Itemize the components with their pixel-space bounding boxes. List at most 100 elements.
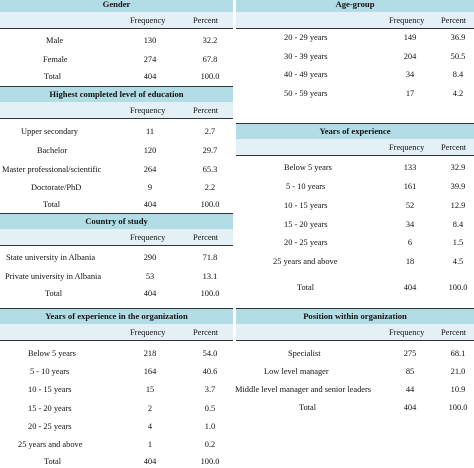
org-experience-row-frequency: 2 [147,404,153,413]
percent-header: Percent [193,328,219,337]
gender-col-header: Frequency Percent [0,12,233,29]
country-row-label: Private university in Albania [5,272,102,281]
education-row-label: Master professional/scientific [2,165,102,174]
org-experience-row-label: Below 5 years [28,349,76,358]
gender-row-percent: 100.0 [200,72,220,81]
org-experience-row-frequency: 218 [143,349,157,358]
years-experience-row-frequency: 6 [407,238,413,247]
education-row-label: Bachelor [37,146,68,155]
org-experience-total-label: Total [44,457,62,466]
country-row-percent: 71.8 [202,253,218,262]
years-experience-row-label: 5 - 10 years [286,182,326,191]
gender-total-label: Total [44,72,62,81]
percent-header: Percent [193,233,219,242]
country-row-label: State university in Albania [6,253,96,262]
org-experience-row-label: 10 - 15 years [28,385,72,394]
org-experience-row-percent: 100.0 [200,457,220,466]
education-row-frequency: 264 [143,165,157,174]
org-experience-row-frequency: 1 [147,440,153,449]
position-row-percent: 68.1 [450,349,466,358]
country-col-header: Frequency Percent [0,229,233,246]
age-group-row-frequency: 204 [403,52,417,61]
education-row-frequency: 11 [145,127,155,136]
org-experience-row-frequency: 4 [147,422,153,431]
country-row-frequency: 290 [143,253,157,262]
org-experience-row-label: 5 - 10 years [30,367,70,376]
years-experience-row-label: 25 years and above [273,257,338,266]
org-experience-row-percent: 54.0 [202,349,218,358]
years-experience-row-frequency: 52 [405,201,415,210]
org-experience-table: Years of experience in the organization … [0,308,233,466]
years-experience-row-frequency: 404 [403,283,417,292]
percent-header: Percent [441,143,467,152]
country-total-label: Total [45,289,63,298]
education-row-frequency: 9 [147,183,153,192]
education-title: Highest completed level of education [0,86,233,103]
percent-header: Percent [193,106,219,115]
gender-row-frequency: 404 [143,72,157,81]
years-experience-row-label: Below 5 years [284,163,332,172]
education-col-header: Frequency Percent [0,102,233,119]
age-group-row-label: 50 - 59 years [284,89,328,98]
position-row-percent: 100.0 [448,403,468,412]
org-experience-col-header: Frequency Percent [0,324,233,341]
years-experience-row-label: 20 - 25 years [284,238,328,247]
age-group-row-label: 40 - 49 years [284,70,328,79]
gender-row-percent: 32.2 [202,36,218,45]
position-row-frequency: 404 [403,403,417,412]
years-experience-row-frequency: 34 [405,220,415,229]
position-row-percent: 10.9 [450,385,466,394]
age-group-row-percent: 4.2 [452,89,464,98]
years-experience-row-label: 15 - 20 years [284,220,328,229]
age-group-row-frequency: 17 [405,89,415,98]
years-experience-row-percent: 8.4 [452,220,464,229]
percent-header: Percent [441,328,467,337]
frequency-header: Frequency [130,328,166,337]
age-group-row-percent: 8.4 [452,70,464,79]
position-row-label: Specialist [288,349,321,358]
education-row-frequency: 120 [143,146,157,155]
country-row-frequency: 53 [145,272,155,281]
position-total-label: Total [299,403,317,412]
country-row-percent: 13.1 [202,272,218,281]
years-experience-row-percent: 1.5 [452,238,464,247]
frequency-header: Frequency [389,143,425,152]
position-row-frequency: 85 [405,367,415,376]
education-row-label: Doctorate/PhD [31,183,82,192]
education-row-percent: 2.7 [204,127,216,136]
years-experience-row-frequency: 161 [403,182,417,191]
age-group-row-label: 30 - 39 years [284,52,328,61]
org-experience-row-frequency: 15 [145,385,155,394]
frequency-header: Frequency [389,16,425,25]
org-experience-row-label: 20 - 25 years [28,422,72,431]
years-experience-row-percent: 12.9 [450,201,466,210]
country-title: Country of study [0,213,233,230]
age-group-table: Age-group Frequency Percent 20 - 29 year… [236,0,474,120]
education-row-frequency: 404 [143,200,157,209]
position-row-frequency: 275 [403,349,417,358]
education-total-label: Total [43,200,61,209]
org-experience-row-percent: 0.2 [204,440,216,449]
position-row-label: Middle level manager and senior leaders [235,385,372,394]
gender-row-frequency: 274 [143,55,157,64]
org-experience-row-label: 25 years and above [18,440,83,449]
years-experience-title: Years of experience [236,123,474,140]
frequency-header: Frequency [130,233,166,242]
country-row-frequency: 404 [143,289,157,298]
age-group-row-label: 20 - 29 years [284,33,328,42]
years-experience-col-header: Frequency Percent [236,139,474,156]
years-experience-row-percent: 32.9 [450,163,466,172]
age-group-row-percent: 36.9 [450,33,466,42]
position-title: Position within organization [236,308,474,325]
gender-row-frequency: 130 [143,36,157,45]
age-group-col-header: Frequency Percent [236,12,474,29]
education-row-percent: 29.7 [202,146,218,155]
education-table: Highest completed level of education Fre… [0,86,233,216]
org-experience-row-label: 15 - 20 years [28,404,72,413]
percent-header: Percent [193,16,219,25]
position-col-header: Frequency Percent [236,324,474,341]
years-experience-table: Years of experience Frequency Percent Be… [236,123,474,303]
percent-header: Percent [441,16,467,25]
org-experience-row-percent: 3.7 [204,385,216,394]
years-experience-row-label: 10 - 15 years [284,201,328,210]
